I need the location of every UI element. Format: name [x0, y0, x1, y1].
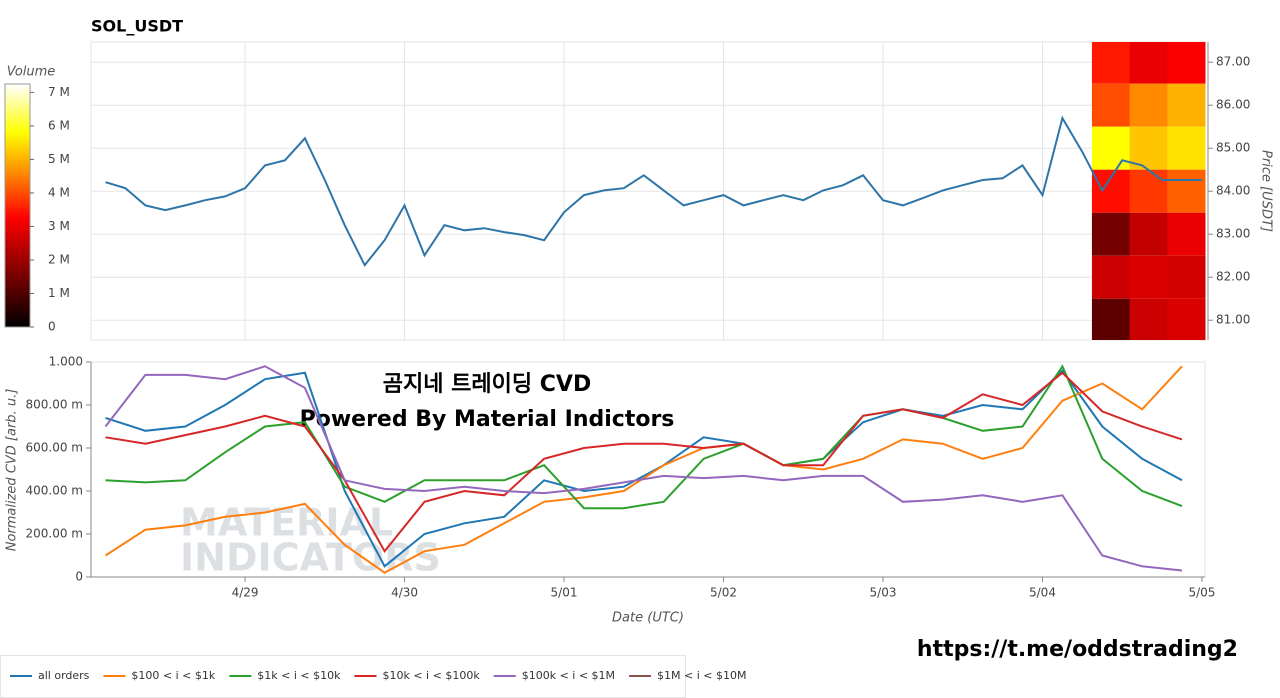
- heatmap-cell: [1129, 255, 1168, 299]
- colorbar-tick-label: 1 M: [48, 286, 70, 300]
- link-text[interactable]: https://t.me/oddstrading2: [917, 637, 1238, 662]
- x-axis-label: Date (UTC): [612, 611, 684, 626]
- y-tick-label: 81.00: [1216, 313, 1250, 327]
- legend-label: all orders: [38, 669, 90, 682]
- legend-items: all orders $100 < i < $1k $1k < i < $10k $1…: [10, 669, 746, 682]
- heatmap-cell: [1167, 42, 1206, 84]
- heatmap-cell: [1129, 42, 1168, 84]
- y-tick-label: 85.00: [1216, 141, 1250, 155]
- series-line: [104, 365, 1183, 572]
- legend-label: $10k < i < $100k: [382, 669, 480, 682]
- legend-label: $100 < i < $1k: [131, 669, 215, 682]
- y-tick-label: 82.00: [1216, 270, 1250, 284]
- colorbar-tick-label: 5 M: [48, 152, 70, 166]
- heatmap-cell: [1167, 83, 1206, 127]
- heatmap-cell: [1091, 298, 1131, 340]
- y-tick-label: 83.00: [1216, 227, 1250, 241]
- x-tick-label: 5/02: [710, 586, 737, 600]
- colorbar-title: Volume: [7, 65, 56, 80]
- watermark: MATERIAL INDICATORS: [180, 501, 441, 580]
- heatmap-cell: [1091, 83, 1131, 127]
- y-axis-label: Price [USDT]: [1259, 150, 1274, 232]
- heatmap-cell: [1167, 126, 1206, 170]
- colorbar: [4, 83, 31, 328]
- chart-title: SOL_USDT: [91, 17, 183, 36]
- legend-label: $1M < i < $10M: [657, 669, 746, 682]
- y-axis-label: Normalized CVD [arb. u.]: [5, 389, 20, 552]
- heatmap-cell: [1129, 298, 1168, 340]
- y-tick-label: 1.000: [49, 355, 83, 369]
- colorbar-tick-label: 0: [48, 320, 56, 334]
- x-tick-label: 4/30: [391, 586, 418, 600]
- colorbar-tick-label: 6 M: [48, 118, 70, 132]
- y-tick-label: 600.00 m: [26, 441, 84, 455]
- heatmap-cell: [1167, 298, 1206, 340]
- heatmap-cell: [1129, 169, 1168, 213]
- series-line: [105, 371, 1183, 553]
- overlay-text: 곰지네 트레이딩 CVD: [383, 372, 591, 397]
- x-tick-label: 5/01: [551, 586, 578, 600]
- watermark-text: INDICATORS: [180, 536, 441, 580]
- x-tick-label: 5/03: [870, 586, 897, 600]
- y-tick-label: 86.00: [1216, 98, 1250, 112]
- y-tick-label: 84.00: [1216, 184, 1250, 198]
- heatmap-cell: [1091, 255, 1131, 299]
- overlay-text: Powered By Material Indictors: [300, 407, 675, 432]
- colorbar-tick-label: 7 M: [48, 85, 70, 99]
- colorbar-tick-label: 4 M: [48, 185, 70, 199]
- series-line: [104, 365, 1183, 574]
- heatmap-cell: [1091, 212, 1131, 256]
- legend-label: $100k < i < $1M: [522, 669, 615, 682]
- heatmap-cell: [1129, 212, 1168, 256]
- y-tick-label: 87.00: [1216, 55, 1250, 69]
- y-tick-label: 0: [75, 570, 83, 584]
- heatmap-cell: [1129, 83, 1168, 127]
- heatmap-cell: [1167, 255, 1206, 299]
- heatmap-cell: [1091, 42, 1131, 84]
- x-tick-label: 4/29: [232, 586, 259, 600]
- series-line: [105, 364, 1183, 510]
- heatmap-cell: [1167, 169, 1206, 213]
- colorbar-tick-label: 3 M: [48, 219, 70, 233]
- heatmap-cell: [1167, 212, 1206, 256]
- x-tick-label: 5/04: [1029, 586, 1056, 600]
- heatmap-cell: [1091, 126, 1131, 170]
- colorbar-tick-label: 2 M: [48, 252, 70, 266]
- y-tick-label: 800.00 m: [26, 398, 84, 412]
- legend-label: $1k < i < $10k: [257, 669, 341, 682]
- x-tick-label: 5/05: [1188, 586, 1215, 600]
- series-line: [105, 115, 1202, 268]
- y-tick-label: 400.00 m: [26, 484, 84, 498]
- y-tick-label: 200.00 m: [26, 527, 84, 541]
- heatmap-cell: [1129, 126, 1168, 170]
